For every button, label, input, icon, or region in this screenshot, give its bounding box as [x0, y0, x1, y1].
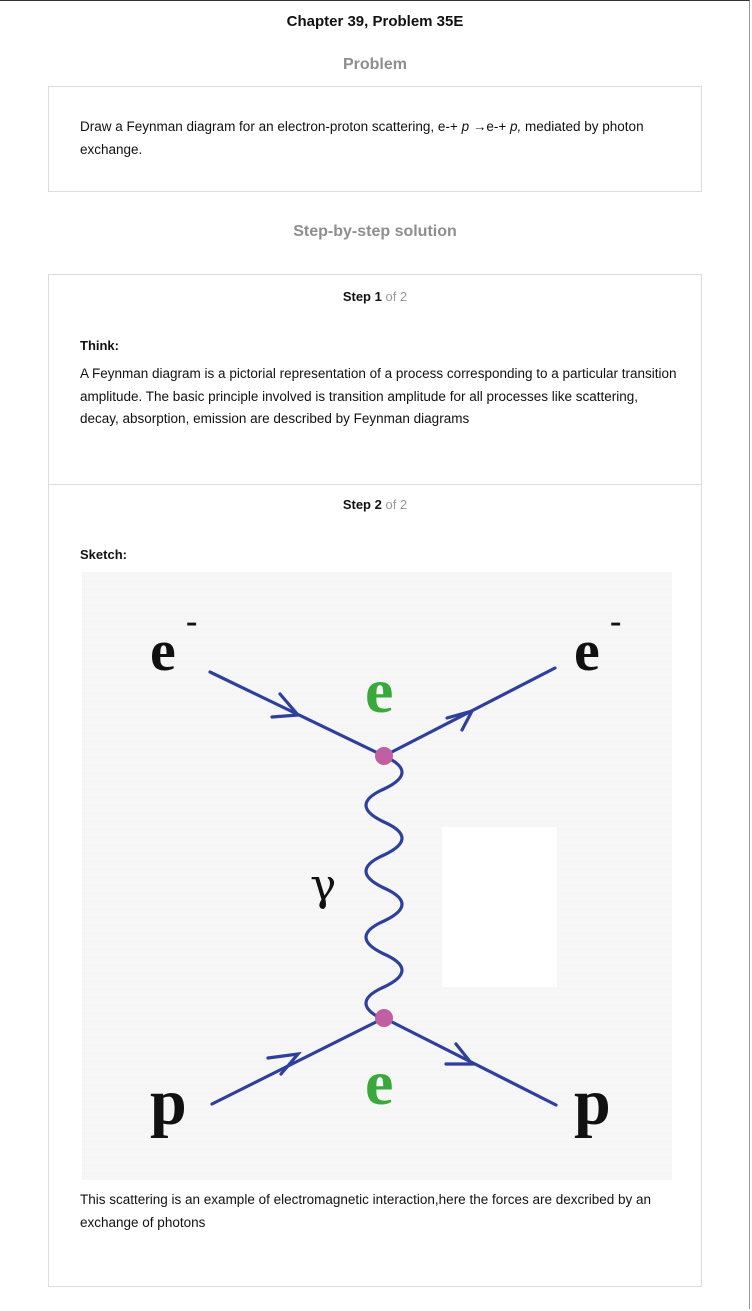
electron-in-label: e: [150, 618, 176, 683]
incoming-proton-line: [210, 1016, 386, 1106]
step-total: of 2: [385, 497, 408, 512]
problem-symbol-p: p: [461, 119, 470, 134]
step-1-title: Step 1 of 2: [49, 289, 701, 304]
chapter-title: Chapter 39, Problem 35E: [286, 13, 464, 30]
top-vertex-charge-label: e: [365, 655, 393, 726]
top-vertex-dot: [375, 747, 393, 765]
problem-text-part: →e-+: [469, 119, 510, 134]
photon-gamma-label: γ: [310, 860, 336, 911]
solution-heading: Step-by-step solution: [293, 223, 457, 240]
blank-patch: [442, 827, 557, 987]
arrow-icon: [270, 692, 302, 719]
proton-out-label: p: [574, 1066, 611, 1139]
problem-statement: Draw a Feynman diagram for an electron-p…: [80, 115, 680, 161]
step-2-text: This scattering is an example of electro…: [80, 1192, 652, 1230]
step-1-text: A Feynman diagram is a pictorial represe…: [80, 366, 677, 426]
arrow-icon: [445, 708, 476, 732]
electron-out-charge: -: [610, 603, 621, 640]
electron-in-charge: -: [186, 603, 197, 640]
arrow-icon: [266, 1051, 302, 1076]
step-divider: [49, 484, 701, 485]
step-number: Step 1: [342, 289, 382, 304]
step-number: Step 2: [342, 497, 382, 512]
problem-box: Draw a Feynman diagram for an electron-p…: [48, 86, 702, 192]
step-2-title: Step 2 of 2: [49, 497, 701, 512]
proton-in-label: p: [150, 1066, 187, 1139]
photon-wavy-line: [364, 754, 404, 1022]
problem-symbol-p: p,: [509, 119, 522, 134]
bottom-vertex-charge-label: e: [365, 1047, 393, 1118]
electron-out-label: e: [574, 618, 600, 683]
think-label: Think:: [80, 338, 119, 353]
solution-box: Step 1 of 2 Think: A Feynman diagram is …: [48, 274, 702, 1287]
feynman-diagram: e - e - e γ e p p: [82, 572, 672, 1180]
diagram-background: [82, 572, 672, 1180]
sketch-label: Sketch:: [80, 547, 127, 562]
step-total: of 2: [385, 289, 408, 304]
problem-heading: Problem: [342, 56, 407, 73]
problem-text-part: Draw a Feynman diagram for an electron-p…: [80, 119, 462, 134]
arrow-icon: [444, 1042, 476, 1066]
problem-text-part: mediated by photon exchange.: [80, 119, 644, 157]
bottom-vertex-dot: [375, 1009, 393, 1027]
